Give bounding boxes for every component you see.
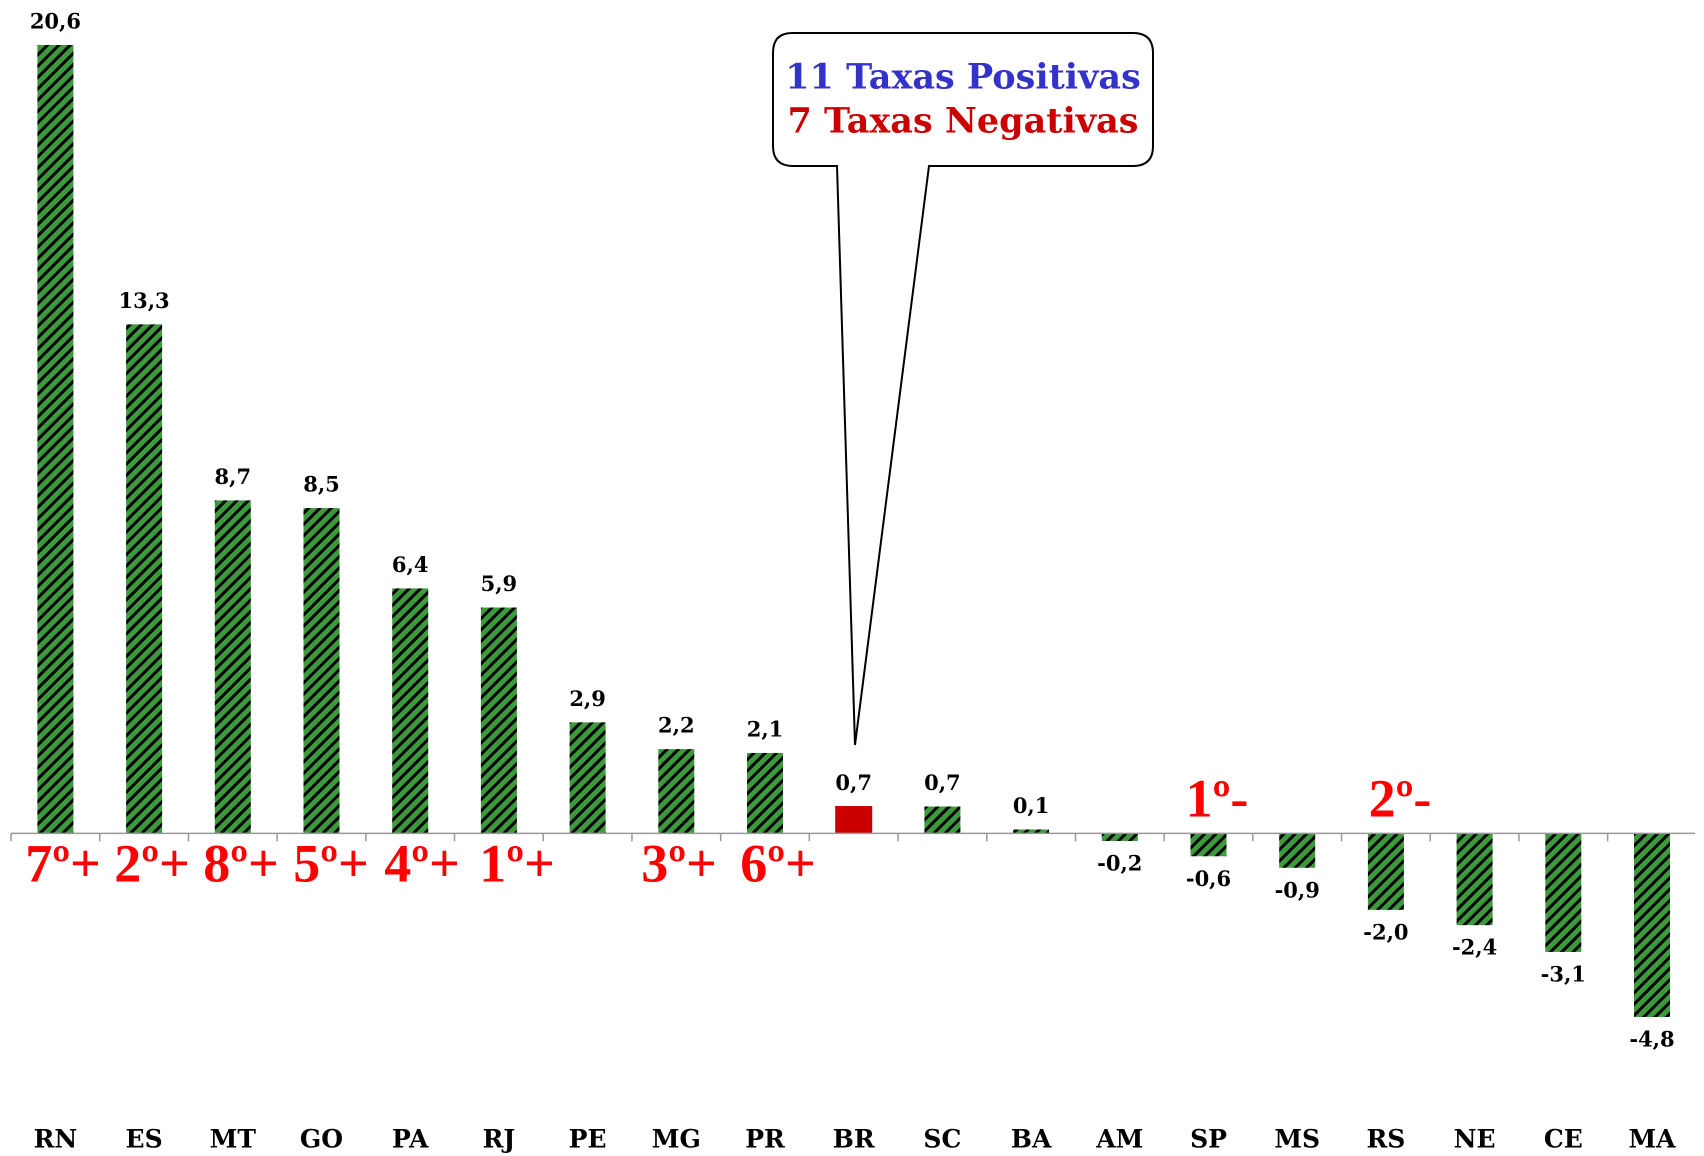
x-tick-label: MT [210, 1125, 257, 1154]
value-label: 5,9 [481, 571, 518, 596]
rank-annotation: 1º- [1186, 768, 1249, 828]
x-tick-label: RJ [483, 1125, 516, 1154]
x-tick-label: RN [34, 1125, 78, 1154]
bar [658, 749, 695, 834]
x-tick-label: MS [1274, 1125, 1320, 1154]
x-tick-label: CE [1544, 1125, 1583, 1154]
x-tick-label: ES [126, 1125, 163, 1154]
value-label: 0,7 [924, 770, 961, 795]
bar [1013, 829, 1050, 834]
value-label: -0,2 [1097, 850, 1142, 875]
bar [214, 500, 251, 834]
bar [1279, 833, 1316, 868]
value-label: -3,1 [1541, 961, 1586, 986]
x-tick-label: MG [652, 1125, 701, 1154]
callout: 11 Taxas Positivas 7 Taxas Negativas [772, 32, 1154, 746]
bar [37, 45, 74, 834]
value-label: 2,9 [569, 686, 606, 711]
x-tick-label: PR [745, 1125, 785, 1154]
bar [1456, 833, 1493, 926]
value-label: 20,6 [30, 9, 81, 34]
rank-annotation: 1º+ [479, 833, 555, 893]
bar [747, 752, 783, 834]
bar [1545, 833, 1582, 952]
value-label: -2,0 [1363, 919, 1408, 944]
rank-annotation: 4º+ [384, 833, 460, 893]
bar [126, 324, 163, 834]
value-label: 8,7 [215, 464, 252, 489]
x-tick-label: PA [392, 1125, 429, 1154]
rank-annotation: 2º+ [114, 833, 190, 893]
x-tick-label: GO [300, 1125, 343, 1154]
value-label: 2,2 [658, 713, 695, 738]
rank-annotation: 3º+ [641, 833, 717, 893]
bar [303, 508, 340, 834]
value-label: -0,6 [1186, 866, 1231, 891]
x-tick-label: NE [1454, 1125, 1496, 1154]
x-tick-label: RS [1366, 1125, 1405, 1154]
bar [924, 806, 961, 834]
x-tick-label: AM [1095, 1125, 1143, 1154]
callout-box [772, 32, 1154, 746]
callout-text: 11 Taxas Positivas [785, 57, 1141, 98]
bar [392, 588, 429, 834]
rank-annotation: 5º+ [293, 833, 369, 893]
bar [1101, 833, 1138, 841]
value-label: 8,5 [303, 472, 340, 497]
value-label: -2,4 [1452, 935, 1497, 960]
bar [835, 806, 873, 834]
x-tick-label: BA [1011, 1125, 1052, 1154]
bar [569, 722, 606, 834]
x-tick-label: SP [1190, 1125, 1227, 1154]
callout-text: 7 Taxas Negativas [788, 101, 1139, 142]
bar [1634, 833, 1670, 1017]
bar [1190, 833, 1227, 857]
rank-annotation: 8º+ [203, 833, 279, 893]
value-label: 2,1 [747, 716, 784, 741]
rank-annotation: 2º- [1369, 768, 1432, 828]
x-tick-label: PE [569, 1125, 607, 1154]
bar [480, 607, 517, 834]
x-tick-label: BR [833, 1125, 875, 1154]
x-tick-label: SC [923, 1125, 961, 1154]
rank-annotation: 6º+ [740, 833, 816, 893]
value-label: 6,4 [392, 552, 429, 577]
value-label: 13,3 [119, 288, 170, 313]
value-label: 0,1 [1013, 793, 1050, 818]
rank-annotation: 7º+ [25, 833, 101, 893]
x-tick-label: MA [1628, 1125, 1676, 1154]
value-label: -4,8 [1629, 1027, 1674, 1052]
bar [1367, 833, 1404, 910]
value-label: 0,7 [835, 770, 872, 795]
value-label: -0,9 [1275, 877, 1320, 902]
